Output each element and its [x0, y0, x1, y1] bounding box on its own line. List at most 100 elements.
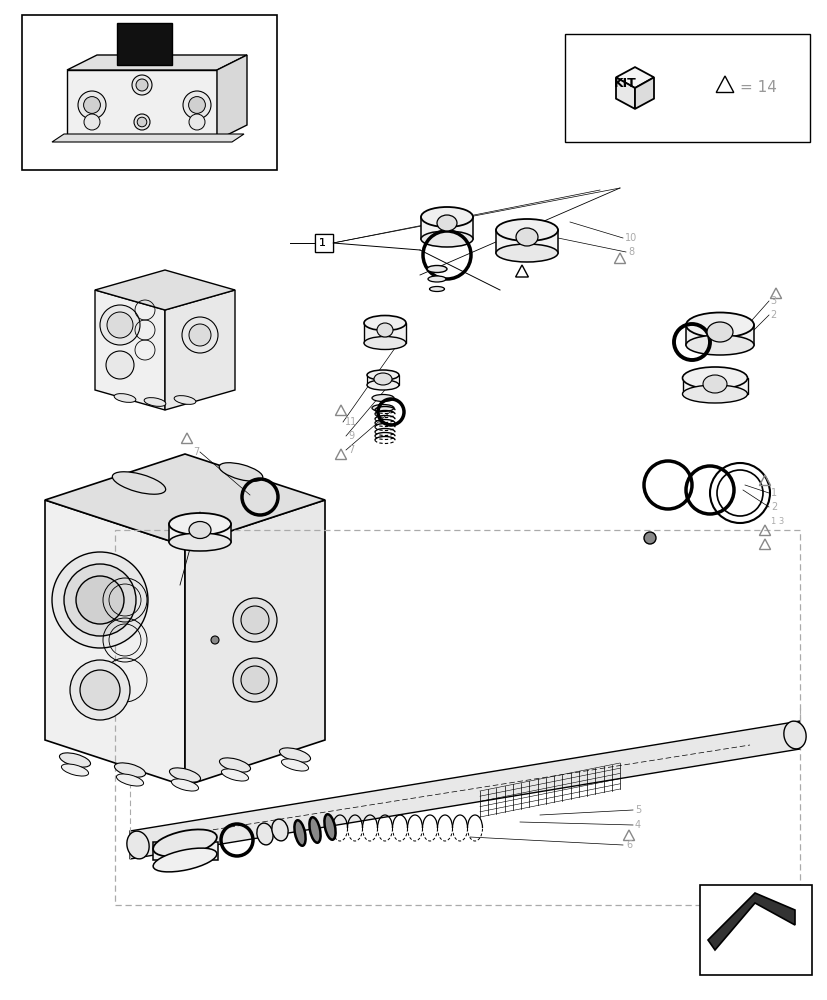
Polygon shape	[67, 70, 217, 140]
Ellipse shape	[427, 265, 447, 272]
Text: 6: 6	[625, 840, 631, 850]
Bar	[564, 34, 809, 142]
Polygon shape	[165, 290, 235, 410]
Text: 7: 7	[347, 445, 354, 455]
Circle shape	[211, 636, 218, 644]
Ellipse shape	[219, 758, 251, 772]
Text: 1: 1	[770, 488, 777, 498]
Bar	[314, 234, 332, 252]
Bar	[22, 15, 277, 170]
Circle shape	[52, 552, 148, 648]
Ellipse shape	[420, 231, 472, 247]
Circle shape	[76, 576, 124, 624]
Polygon shape	[67, 55, 246, 70]
Ellipse shape	[127, 831, 149, 859]
Polygon shape	[52, 134, 244, 142]
Circle shape	[183, 91, 211, 119]
Bar	[115, 530, 799, 905]
Text: 1: 1	[318, 238, 326, 248]
Ellipse shape	[281, 759, 308, 771]
Polygon shape	[95, 270, 235, 310]
Ellipse shape	[371, 404, 394, 412]
Bar	[495, 230, 557, 253]
Ellipse shape	[366, 380, 399, 390]
Circle shape	[182, 317, 218, 353]
Bar	[699, 885, 811, 975]
Ellipse shape	[783, 721, 805, 749]
Text: = 14: = 14	[739, 80, 776, 95]
Ellipse shape	[495, 219, 557, 241]
Text: KIT: KIT	[613, 77, 636, 90]
Text: 2: 2	[770, 502, 777, 512]
Bar	[117, 23, 172, 65]
Polygon shape	[45, 500, 184, 786]
Text: 1: 1	[318, 238, 326, 248]
Circle shape	[189, 97, 205, 113]
Text: 1 3: 1 3	[770, 516, 783, 526]
Circle shape	[189, 114, 205, 130]
Ellipse shape	[364, 336, 405, 350]
Bar	[682, 378, 747, 394]
Circle shape	[643, 532, 655, 544]
Circle shape	[84, 114, 100, 130]
Ellipse shape	[114, 763, 146, 777]
Ellipse shape	[144, 398, 165, 406]
Polygon shape	[615, 77, 634, 109]
Circle shape	[137, 117, 146, 127]
Ellipse shape	[169, 513, 231, 535]
Ellipse shape	[169, 533, 231, 551]
Circle shape	[131, 75, 152, 95]
Circle shape	[241, 606, 269, 634]
Polygon shape	[184, 500, 325, 786]
Ellipse shape	[114, 394, 136, 402]
Text: 8: 8	[627, 247, 633, 257]
Circle shape	[106, 351, 134, 379]
Polygon shape	[634, 77, 653, 109]
Circle shape	[100, 305, 140, 345]
Circle shape	[70, 660, 130, 720]
Circle shape	[80, 670, 120, 710]
Ellipse shape	[153, 829, 217, 857]
Ellipse shape	[374, 373, 391, 385]
Ellipse shape	[706, 322, 732, 342]
Circle shape	[241, 666, 269, 694]
Text: 5: 5	[634, 805, 640, 815]
Ellipse shape	[437, 215, 457, 231]
Text: 9: 9	[347, 431, 354, 441]
Bar	[420, 217, 472, 239]
Text: 7: 7	[193, 447, 199, 457]
Ellipse shape	[681, 385, 747, 403]
Circle shape	[107, 312, 133, 338]
Text: 11: 11	[345, 417, 356, 427]
Bar	[169, 524, 231, 542]
Polygon shape	[217, 55, 246, 140]
Bar	[153, 842, 218, 860]
Ellipse shape	[280, 748, 310, 762]
Ellipse shape	[702, 375, 726, 393]
Ellipse shape	[324, 814, 335, 840]
Polygon shape	[45, 454, 325, 546]
Circle shape	[136, 79, 148, 91]
Ellipse shape	[271, 819, 288, 841]
Ellipse shape	[221, 769, 248, 781]
Text: 2: 2	[769, 310, 775, 320]
Ellipse shape	[294, 820, 305, 846]
Bar	[314, 234, 332, 252]
Ellipse shape	[112, 472, 165, 494]
Circle shape	[84, 97, 100, 113]
Ellipse shape	[61, 764, 88, 776]
Ellipse shape	[495, 244, 557, 262]
Ellipse shape	[60, 753, 90, 767]
Polygon shape	[615, 67, 653, 88]
Ellipse shape	[681, 367, 747, 389]
Ellipse shape	[153, 848, 217, 872]
Ellipse shape	[309, 817, 320, 843]
Ellipse shape	[189, 522, 211, 538]
Ellipse shape	[174, 396, 196, 404]
Polygon shape	[130, 721, 799, 859]
Ellipse shape	[364, 316, 405, 330]
Circle shape	[232, 598, 277, 642]
Circle shape	[64, 564, 136, 636]
Circle shape	[232, 658, 277, 702]
Ellipse shape	[171, 779, 198, 791]
